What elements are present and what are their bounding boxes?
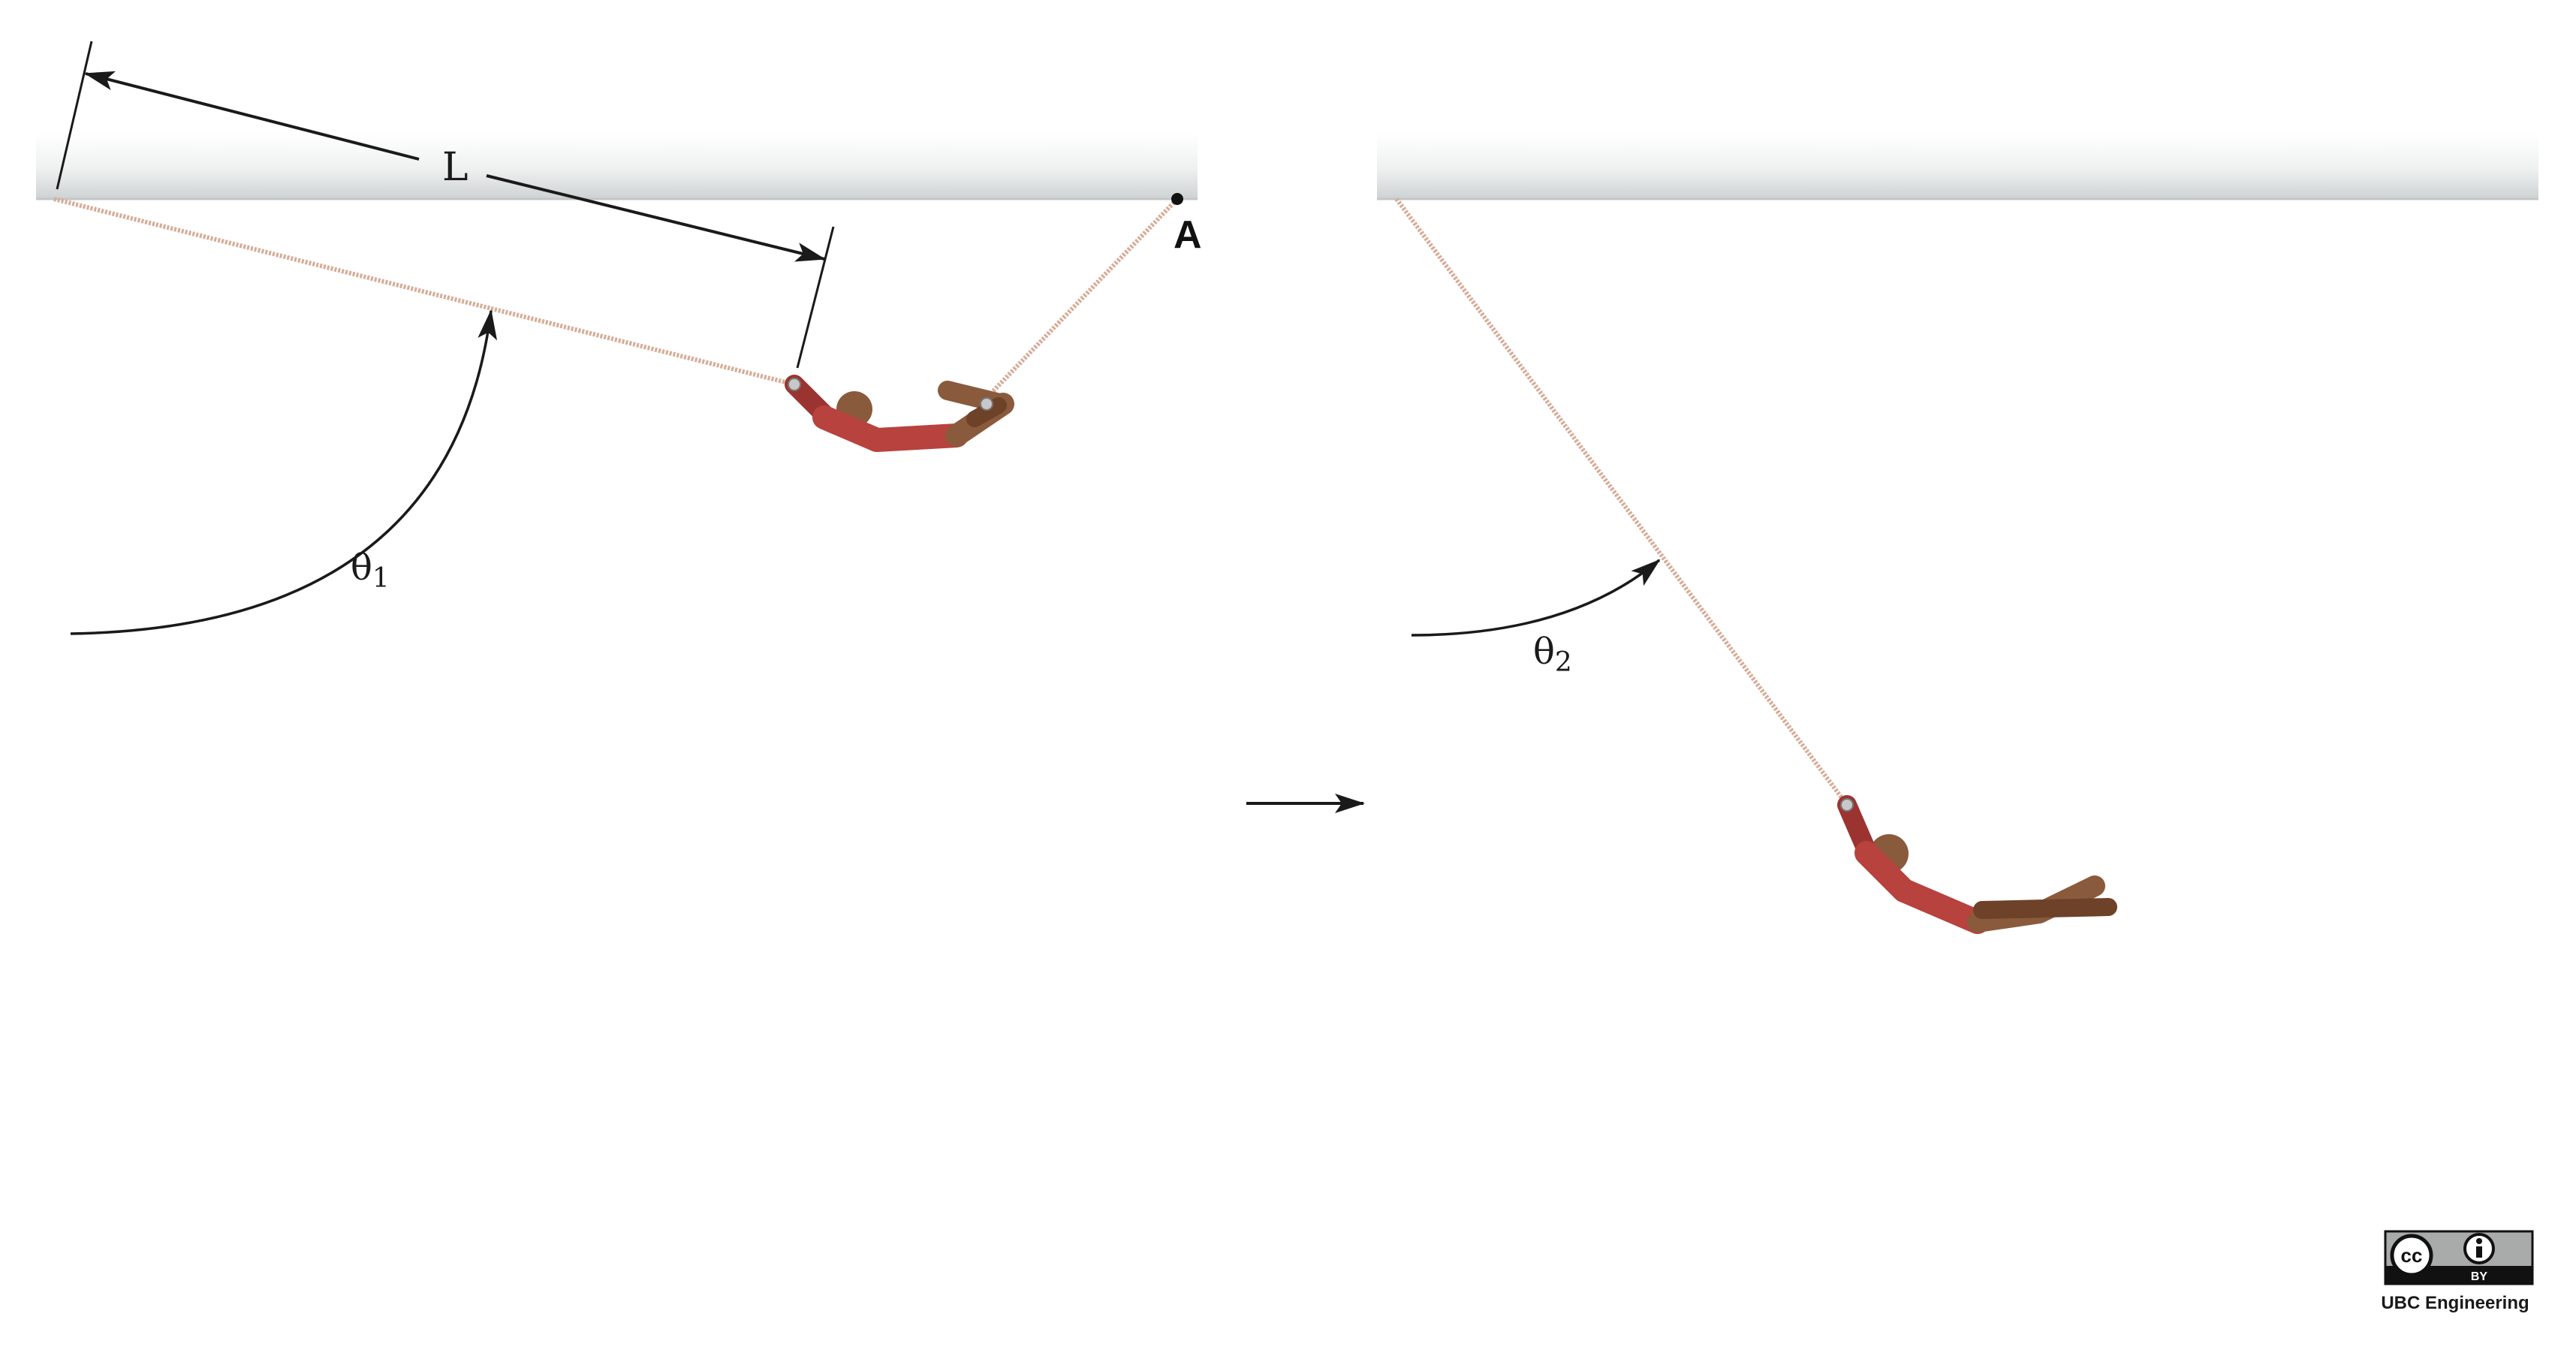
by-badge-text: BY [2471,1270,2488,1283]
swinger-right [1841,799,2108,922]
theta2-symbol: θ [1533,631,1555,673]
credit-text: UBC Engineering [2373,1293,2538,1314]
rope-left [54,199,794,384]
theta1-subscript: 1 [372,563,390,594]
left-panel: A L θ1 [36,41,1202,634]
theta2-arc [1412,560,1659,635]
theta1-label: θ1 [351,547,390,594]
theta2-label: θ2 [1533,631,1572,678]
swinger-right-torso [1866,853,1978,922]
theta2-subscript: 2 [1555,647,1572,678]
rope-right [1396,199,1847,805]
theta1-arc [71,311,491,634]
ceiling-left [36,134,1198,200]
cc-by-license-badge: cc BY [2385,1231,2532,1284]
length-label: L [442,145,469,190]
ceiling-right [1377,134,2538,200]
dimension-ext-line-right [797,227,833,368]
swinger-left-foot-joint [981,398,993,410]
swinger-left [788,378,1003,440]
swinger-right-hand-joint [1841,799,1853,811]
swinger-right-legs-far [1982,907,2108,910]
point-a-label: A [1174,213,1202,257]
cc-badge-text: cc [2401,1244,2423,1267]
swinger-left-torso [824,417,957,440]
point-a-dot [1171,193,1183,205]
swinger-left-hand-joint [788,378,800,390]
right-panel: θ2 [1377,134,2538,922]
rope-feet-left [988,199,1177,396]
theta1-symbol: θ [351,547,372,589]
